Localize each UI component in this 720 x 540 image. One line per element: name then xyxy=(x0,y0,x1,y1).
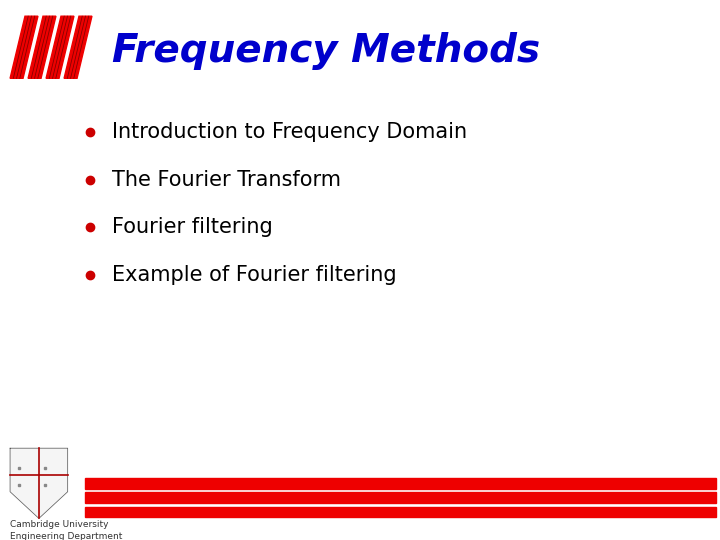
Polygon shape xyxy=(28,16,56,78)
Text: Introduction to Frequency Domain: Introduction to Frequency Domain xyxy=(112,122,467,143)
Polygon shape xyxy=(10,448,68,518)
Polygon shape xyxy=(46,16,74,78)
Text: The Fourier Transform: The Fourier Transform xyxy=(112,170,341,190)
Bar xyxy=(85,492,716,503)
Text: Frequency Methods: Frequency Methods xyxy=(112,32,540,70)
Polygon shape xyxy=(10,16,38,78)
Text: Fourier filtering: Fourier filtering xyxy=(112,217,272,238)
Polygon shape xyxy=(64,16,92,78)
Text: Example of Fourier filtering: Example of Fourier filtering xyxy=(112,265,396,285)
Text: Cambridge University
Engineering Department: Cambridge University Engineering Departm… xyxy=(10,520,122,540)
Bar xyxy=(85,478,716,489)
Bar xyxy=(85,507,716,517)
